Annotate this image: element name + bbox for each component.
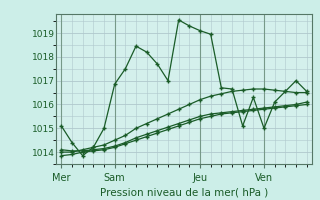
X-axis label: Pression niveau de la mer( hPa ): Pression niveau de la mer( hPa ) (100, 187, 268, 197)
